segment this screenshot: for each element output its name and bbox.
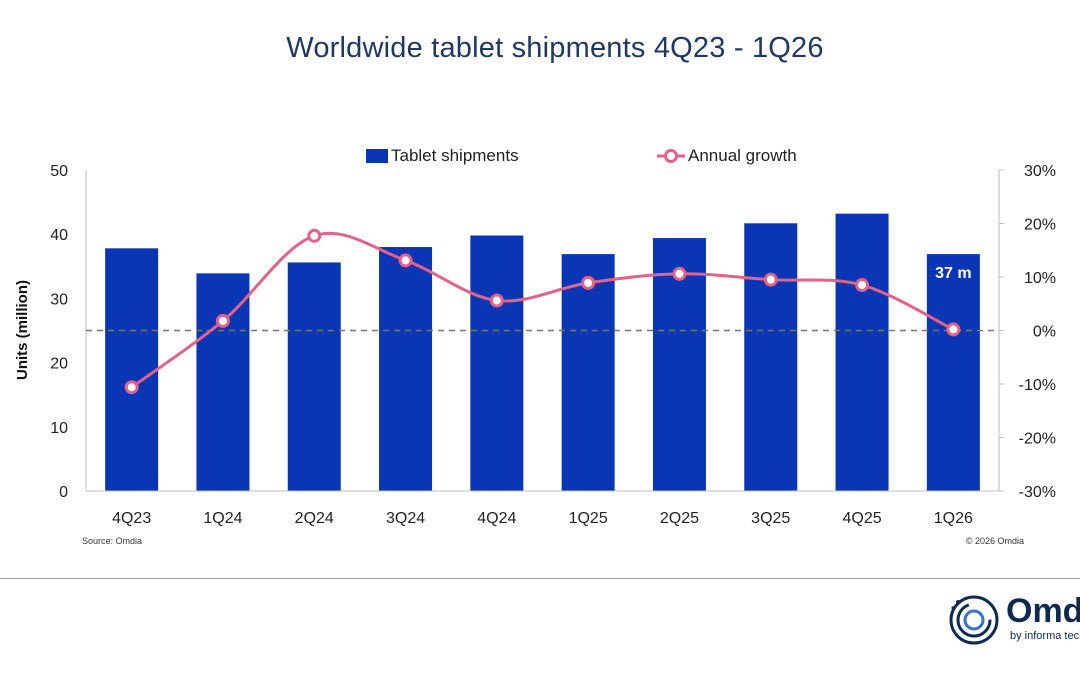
line-series: 37 m <box>124 228 972 395</box>
bar-data-label: 37 m <box>935 265 971 282</box>
y-tick-label: 0 <box>59 484 68 501</box>
y-tick-label: 30 <box>50 291 68 308</box>
growth-point-3Q24 <box>398 253 413 268</box>
y2-tick-label: 10% <box>1024 270 1056 287</box>
bar-series <box>105 213 980 491</box>
y-tick-label: 50 <box>50 163 68 180</box>
y2-tick-label: -10% <box>1019 377 1056 394</box>
legend-swatch-marker <box>664 149 678 163</box>
bar-4Q23 <box>105 248 159 491</box>
logo-byline: by informa tech <box>1010 630 1080 642</box>
bar-1Q26 <box>926 254 980 491</box>
legend-label-bars: Tablet shipments <box>391 146 519 165</box>
x-tick-label: 4Q24 <box>477 510 516 527</box>
omdia-ring-logo-icon <box>949 595 999 645</box>
y2-tick-label: 0% <box>1033 324 1056 341</box>
x-tick-label: 2Q25 <box>660 510 699 527</box>
legend-label-line: Annual growth <box>688 146 797 165</box>
y-tick-label: 40 <box>50 227 68 244</box>
bar-3Q25 <box>744 223 798 491</box>
growth-point-1Q26 <box>946 322 961 337</box>
growth-point-2Q25 <box>672 266 687 281</box>
bar-2Q24 <box>287 262 341 491</box>
x-tick-label: 1Q24 <box>203 510 242 527</box>
x-tick-label: 3Q25 <box>751 510 790 527</box>
y-tick-label: 10 <box>50 420 68 437</box>
x-tick-label: 1Q25 <box>569 510 608 527</box>
logo-wordmark: Omdia <box>1006 592 1080 630</box>
x-tick-label: 1Q26 <box>934 510 973 527</box>
growth-point-2Q24 <box>307 228 322 243</box>
bar-1Q25 <box>561 254 615 491</box>
chart-title: Worldwide tablet shipments 4Q23 - 1Q26 <box>286 32 824 64</box>
growth-point-1Q25 <box>581 275 596 290</box>
omdia-logo: Omdia by informa tech <box>948 592 1080 652</box>
y2-tick-label: 30% <box>1024 163 1056 180</box>
growth-point-4Q25 <box>855 278 870 293</box>
bar-3Q24 <box>379 247 433 491</box>
bar-4Q24 <box>470 235 524 491</box>
bar-4Q25 <box>835 213 889 491</box>
combo-chart: 0 10 20 30 40 50 -30% -20% -10% 0% 10% 20% 30% 4Q23 1Q… <box>14 146 1056 546</box>
growth-point-1Q24 <box>215 313 230 328</box>
growth-line <box>130 231 955 389</box>
x-tick-label: 4Q25 <box>842 510 881 527</box>
x-tick-label: 2Q24 <box>295 510 334 527</box>
y2-tick-label: 20% <box>1024 217 1056 234</box>
growth-point-4Q23 <box>124 380 139 395</box>
legend-swatch-bars <box>366 149 388 163</box>
growth-point-4Q24 <box>489 293 504 308</box>
axes: 0 10 20 30 40 50 -30% -20% -10% 0% 10% 20% 30% 4Q23 1Q… <box>50 163 1056 527</box>
bar-1Q24 <box>196 273 250 491</box>
y2-tick-label: -30% <box>1019 484 1056 501</box>
y-tick-label: 20 <box>50 356 68 373</box>
y-axis-title: Units (million) <box>14 280 31 380</box>
copyright-note: © 2026 Omdia <box>966 536 1024 546</box>
x-tick-label: 3Q24 <box>386 510 425 527</box>
footer-divider <box>0 578 1080 579</box>
y2-tick-label: -20% <box>1019 431 1056 448</box>
x-tick-label: 4Q23 <box>112 510 151 527</box>
source-note: Source: Omdia <box>82 536 142 546</box>
legend: Tablet shipments Annual growth <box>366 146 797 165</box>
growth-point-3Q25 <box>763 272 778 287</box>
